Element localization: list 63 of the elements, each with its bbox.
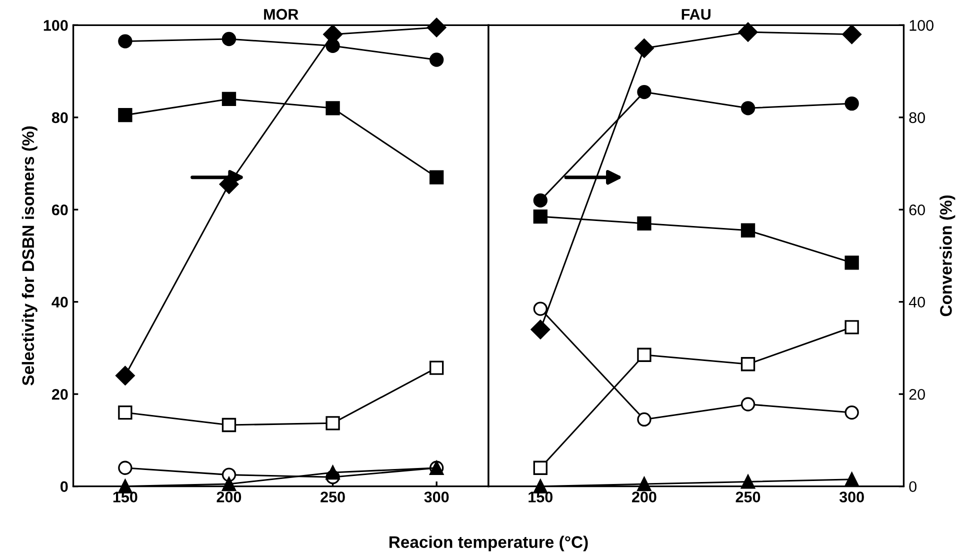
point <box>637 476 652 492</box>
y-axis-title: Selectivity for DSBN isomers (%) <box>22 126 38 386</box>
point <box>118 34 132 48</box>
y-tick-label: 20 <box>52 388 68 400</box>
point <box>844 472 859 486</box>
y-tick-label: 60 <box>909 204 925 216</box>
point <box>530 320 550 340</box>
y-tick-label: 0 <box>909 481 916 492</box>
y-tick-label: 100 <box>910 20 934 31</box>
y-tick-label: 100 <box>44 20 68 31</box>
point <box>637 84 652 100</box>
point <box>844 405 859 420</box>
y-tick-label: 60 <box>52 204 68 216</box>
point <box>740 474 756 489</box>
point <box>326 465 340 480</box>
y-tick-label: 20 <box>909 388 925 400</box>
y-tick-label: 0 <box>60 481 68 492</box>
point <box>844 320 859 334</box>
x-tick-label: 300 <box>839 492 864 502</box>
x-tick-label: 300 <box>424 492 449 502</box>
point <box>634 38 654 58</box>
point <box>222 418 236 432</box>
x-tick-label: 250 <box>320 492 345 502</box>
x-tick-label: 200 <box>216 492 242 502</box>
point <box>533 302 548 316</box>
point <box>116 366 135 386</box>
point <box>740 223 756 238</box>
point <box>426 18 446 38</box>
y-axis-title: Conversion (%) <box>940 195 956 316</box>
point <box>118 405 132 420</box>
point <box>844 256 859 270</box>
point <box>326 416 340 430</box>
point <box>222 476 236 492</box>
point <box>430 170 444 184</box>
point <box>430 360 444 375</box>
chart-title: MOR <box>264 8 298 20</box>
y-tick-label: 80 <box>909 112 925 124</box>
x-tick-label: 200 <box>632 492 656 502</box>
point <box>430 52 444 67</box>
x-axis-title: Reacion temperature (°C) <box>390 536 588 552</box>
point <box>222 468 236 482</box>
y-tick-label: 40 <box>908 296 925 308</box>
point <box>637 412 652 427</box>
point <box>844 96 859 111</box>
point <box>326 101 340 116</box>
point <box>637 216 652 231</box>
point <box>740 357 756 372</box>
point <box>738 22 758 42</box>
point <box>637 348 652 362</box>
point <box>740 101 756 116</box>
chart-title: FAU <box>682 9 710 20</box>
point <box>740 397 756 412</box>
y-tick-label: 80 <box>52 112 68 124</box>
point <box>533 209 548 224</box>
point <box>533 193 548 208</box>
point <box>118 108 132 122</box>
point <box>222 32 236 46</box>
point <box>118 460 132 475</box>
x-tick-label: 250 <box>736 492 760 502</box>
point <box>533 460 548 475</box>
y-tick-label: 40 <box>52 296 68 308</box>
point <box>842 24 862 44</box>
point <box>222 92 236 106</box>
